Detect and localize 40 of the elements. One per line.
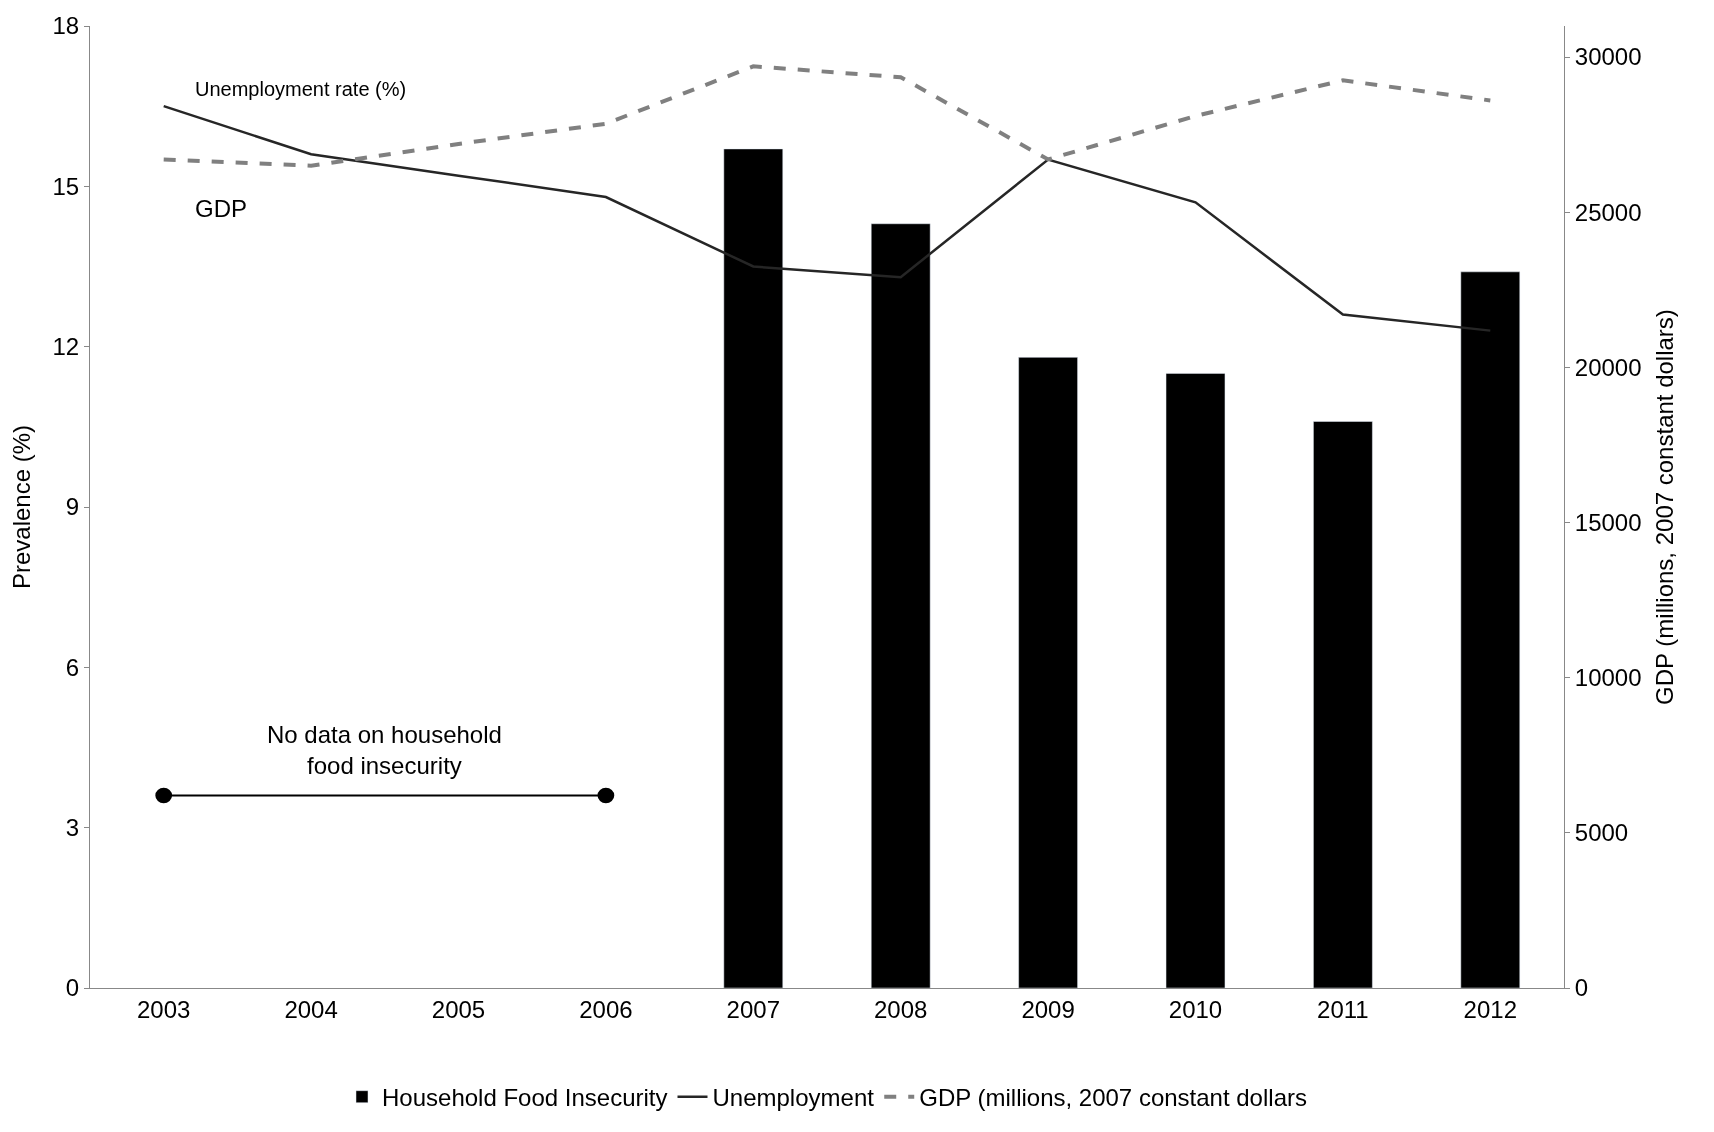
y2-tick-label: 30000 — [1574, 43, 1642, 71]
y-tick-label: 18 — [52, 12, 80, 40]
annotation: Unemployment rate (%) — [195, 78, 407, 100]
line-series — [161, 64, 1493, 168]
y-axis-title: Prevalence (%) — [7, 424, 35, 590]
x-tick-label: 2011 — [1317, 995, 1369, 1023]
x-tick-label: 2009 — [1021, 995, 1075, 1023]
bar — [1460, 271, 1521, 988]
y-tick-label: 0 — [65, 974, 80, 1002]
y-tick-label: 15 — [52, 172, 80, 200]
bar — [1313, 421, 1373, 988]
annotation: No data on household food insecurity — [267, 721, 502, 780]
y2-tick-label: 15000 — [1574, 508, 1642, 536]
y2-tick-label: 25000 — [1574, 198, 1642, 226]
legend-label: Household Food Insecurity — [382, 1084, 668, 1112]
legend-label: GDP (millions, 2007 constant dollars — [919, 1084, 1307, 1112]
x-tick-label: 2012 — [1463, 995, 1517, 1023]
annotation: GDP — [195, 195, 248, 222]
y2-tick-label: 20000 — [1574, 353, 1642, 381]
bar — [870, 223, 931, 988]
x-tick-label: 2004 — [284, 995, 338, 1023]
y-tick-label: 3 — [65, 814, 80, 842]
y-tick-label: 6 — [65, 653, 80, 681]
bar — [1018, 357, 1078, 988]
legend-label: Unemployment — [712, 1084, 875, 1112]
bar — [723, 148, 784, 988]
y2-tick-label: 0 — [1574, 974, 1589, 1002]
y2-axis-title: GDP (millions, 2007 constant dollars) — [1650, 309, 1678, 705]
y2-tick-label: 5000 — [1574, 819, 1629, 847]
y-tick-label: 9 — [65, 493, 80, 521]
y-tick-label: 12 — [52, 333, 80, 361]
line-series — [162, 104, 1492, 332]
x-tick-label: 2007 — [726, 995, 780, 1023]
x-tick-label: 2006 — [579, 995, 633, 1023]
y2-tick-label: 10000 — [1574, 664, 1642, 692]
x-tick-label: 2005 — [431, 995, 486, 1023]
x-tick-label: 2003 — [137, 995, 191, 1023]
x-tick-label: 2008 — [874, 995, 928, 1023]
bar — [1165, 373, 1226, 988]
x-tick-label: 2010 — [1168, 995, 1223, 1023]
